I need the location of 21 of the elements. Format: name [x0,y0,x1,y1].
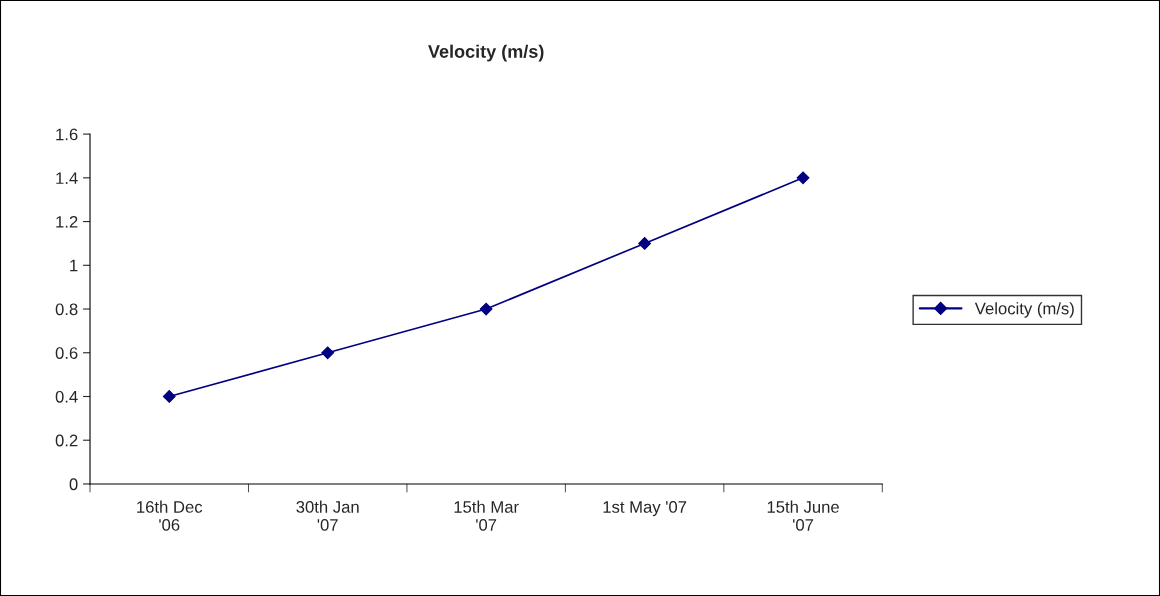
y-tick-label: 0 [69,478,78,491]
y-tick-label: 1 [70,259,78,272]
point [796,171,810,185]
x-tick-label: 15th Mar '07 [454,500,519,531]
legend-label: Velocity (m/s) [974,302,1074,318]
x-tick-label: 16th Dec '06 [137,500,203,531]
y-tick-label: 0.2 [55,434,78,447]
y-tick-label: 0.4 [55,390,78,403]
x-tick-label: 30th Jan '07 [296,500,359,531]
point [638,237,652,250]
x-tick-label: 15th June '07 [767,500,839,531]
y-tick-label: 0.6 [55,347,78,359]
point [479,302,493,316]
y-tick-label: 0.8 [55,303,78,316]
y-tick-label: 1.2 [56,215,78,228]
point [162,390,176,403]
point [321,346,335,360]
y-tick-label: 1.6 [56,128,78,141]
x-tick-label: 1st May '07 [603,501,687,517]
y-tick-label: 1.4 [56,172,78,184]
chart-title: Velocity (m/s) [428,44,544,62]
